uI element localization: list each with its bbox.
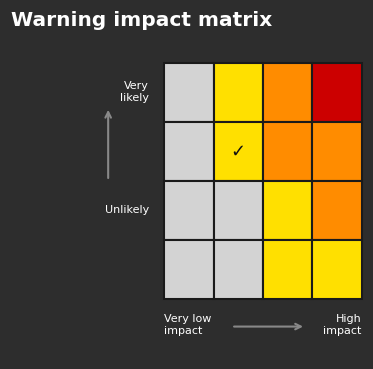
Bar (164, 181, 213, 240)
Bar (263, 63, 313, 122)
Bar (164, 63, 213, 122)
Bar (313, 181, 362, 240)
Bar (263, 240, 313, 299)
Bar (313, 240, 362, 299)
Bar (213, 122, 263, 181)
Bar (263, 122, 313, 181)
Bar (213, 63, 263, 122)
Bar (313, 63, 362, 122)
Text: High
impact: High impact (323, 314, 362, 336)
Text: Very
likely: Very likely (120, 81, 149, 103)
Text: Very low
impact: Very low impact (164, 314, 211, 336)
Bar (164, 240, 213, 299)
Text: Unlikely: Unlikely (105, 205, 149, 215)
Bar (263, 181, 313, 240)
Text: Warning impact matrix: Warning impact matrix (11, 11, 272, 30)
Bar (313, 122, 362, 181)
Text: ✓: ✓ (231, 142, 246, 160)
Bar (213, 181, 263, 240)
Bar (164, 122, 213, 181)
Bar (213, 240, 263, 299)
